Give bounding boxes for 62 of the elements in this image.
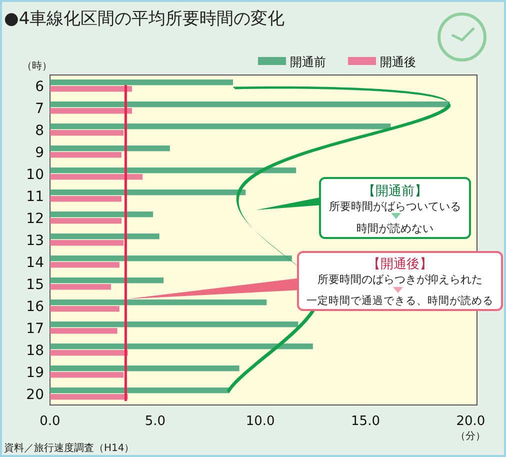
y-tick-label: 20 [26, 387, 44, 403]
bar [50, 394, 128, 400]
bar [50, 300, 267, 306]
bar [50, 130, 124, 136]
bar [50, 234, 160, 240]
bar [50, 196, 122, 202]
annotation: 【開通前】 [362, 184, 428, 199]
y-axis-title: （時） [22, 60, 52, 72]
x-tick-label: 10.0 [246, 414, 275, 429]
bar [50, 190, 246, 196]
annotation: 所要時間がばらついている [329, 200, 461, 213]
y-tick-label: 7 [35, 101, 44, 117]
bar [50, 174, 143, 180]
annotation: 所要時間のばらつきが抑えられた [318, 273, 482, 286]
bar [50, 322, 298, 328]
bar [50, 278, 164, 284]
y-tick-label: 17 [26, 321, 44, 337]
chart-title: ●4車線化区間の平均所要時間の変化 [4, 9, 285, 29]
bar [50, 152, 122, 158]
y-tick-label: 10 [26, 167, 44, 183]
bar [50, 240, 124, 246]
bar [50, 328, 118, 334]
bar [50, 146, 170, 152]
y-tick-label: 8 [35, 123, 44, 139]
y-tick-label: 12 [26, 211, 44, 227]
bar [50, 344, 313, 350]
x-tick-label: 5.0 [144, 414, 166, 429]
annotation: 一定時間で通過できる、時間が読める [306, 294, 494, 307]
y-tick-label: 18 [26, 343, 44, 359]
y-tick-label: 15 [26, 277, 44, 293]
annotation: 【開通後】 [368, 257, 432, 272]
x-tick-label: 0.0 [40, 414, 60, 429]
bar [50, 350, 128, 356]
y-tick-label: 11 [26, 189, 44, 205]
y-tick-label: 14 [26, 255, 44, 271]
y-tick-label: 13 [26, 233, 44, 249]
annotation: 時間が読めない [356, 222, 434, 235]
legend-label: 開通前 [290, 55, 326, 69]
y-tick-label: 9 [35, 145, 44, 161]
bar [50, 212, 154, 218]
text: 資料／旅行速度調査（H14） [4, 442, 134, 454]
bar [50, 366, 240, 372]
bar [50, 372, 124, 378]
bar [50, 102, 450, 108]
bar [50, 80, 233, 86]
y-tick-label: 16 [26, 299, 44, 315]
y-tick-label: 6 [35, 79, 44, 95]
bar [50, 306, 120, 312]
legend-label: 開通後 [380, 55, 416, 69]
bar [50, 284, 111, 290]
bar [50, 262, 120, 268]
x-tick-label: 20.0 [456, 414, 486, 429]
bar [50, 218, 122, 224]
x-axis-title: （分） [456, 430, 486, 442]
bar [50, 388, 229, 394]
bar [50, 108, 132, 114]
bar [50, 86, 132, 92]
x-tick-label: 15.0 [351, 414, 380, 429]
y-tick-label: 19 [26, 365, 44, 381]
bar [50, 168, 296, 174]
bar [50, 256, 292, 262]
bar [50, 124, 391, 130]
